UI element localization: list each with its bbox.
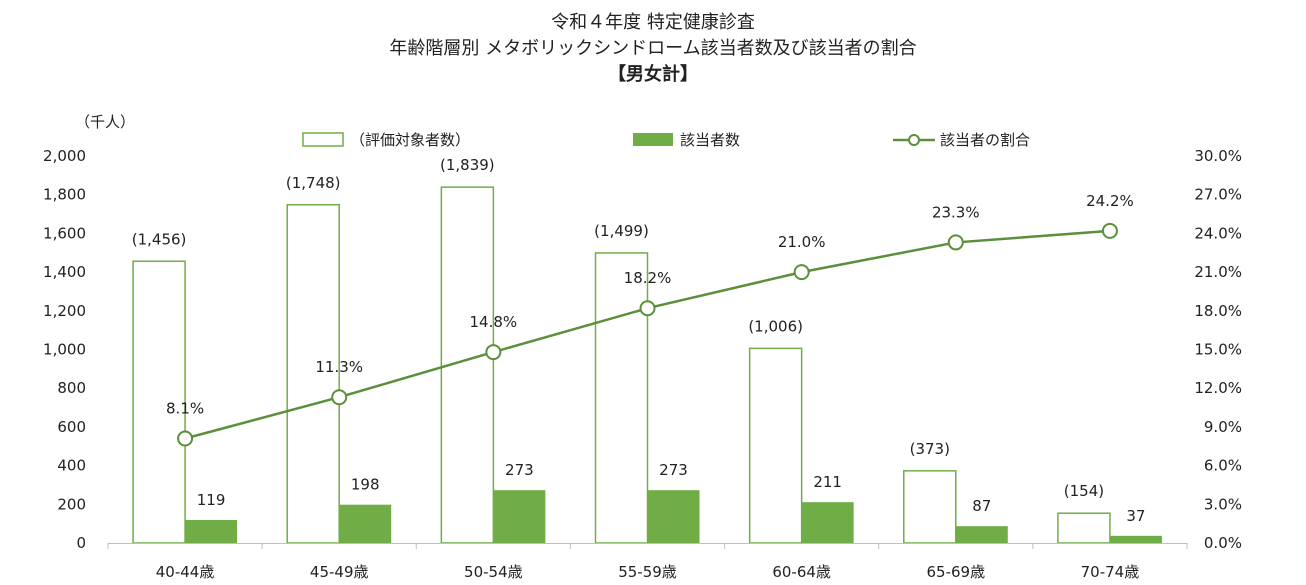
ratio-point	[639, 300, 656, 317]
y-left-tick-label: 400	[57, 457, 86, 475]
label-evaluated: (1,499)	[594, 222, 649, 240]
y-left-tick-label: 1,000	[43, 341, 86, 359]
y-left-tick-label: 600	[57, 418, 86, 436]
label-applicable: 273	[505, 461, 534, 479]
chart-title: 令和４年度 特定健康診査 年齢階層別 メタボリックシンドローム該当者数及び該当者…	[0, 10, 1306, 88]
y-right-tick-label: 21.0%	[1194, 263, 1242, 281]
y-right-tick-label: 30.0%	[1194, 147, 1242, 165]
title-line-1: 令和４年度 特定健康診査	[551, 12, 755, 33]
x-tick-label: 50-54歳	[464, 563, 523, 581]
label-evaluated: (1,456)	[132, 230, 187, 248]
ratio-label: 21.0%	[778, 233, 826, 251]
bars	[132, 186, 1162, 544]
ratio-line: 8.1% 11.3% 14.8% 18.2% 21.0% 23.3% 24.2%	[166, 192, 1134, 447]
legend-label-outline: （評価対象者数）	[350, 131, 470, 149]
x-axis: 40-44歳 45-49歳 50-54歳 55-59歳 60-64歳 65-69歳 70-7…	[107, 543, 1188, 581]
label-evaluated: (1,748)	[286, 174, 341, 192]
bar-evaluated	[903, 470, 957, 544]
bar-evaluated	[748, 347, 803, 544]
y-axis-right: 0.0% 3.0% 6.0% 9.0% 12.0% 15.0% 18.0% 21.0% 24.0…	[1194, 147, 1242, 552]
legend-swatch-filled	[633, 133, 673, 146]
legend: （評価対象者数） 該当者数 該当者の割合	[302, 131, 1030, 149]
label-evaluated: (1,839)	[440, 156, 495, 174]
y-left-tick-label: 800	[57, 379, 86, 397]
x-tick-label: 65-69歳	[926, 563, 985, 581]
y-left-tick-label: 1,600	[43, 224, 86, 242]
bar-applicable	[801, 502, 854, 543]
ratio-label: 23.3%	[932, 203, 980, 221]
y-left-tick-label: 1,200	[43, 302, 86, 320]
bar-applicable	[955, 526, 1008, 543]
legend-label-line: 該当者の割合	[940, 131, 1030, 149]
ratio-point	[793, 264, 810, 281]
label-evaluated: (373)	[910, 440, 950, 458]
legend-swatch-outline	[302, 132, 344, 147]
ratio-label: 18.2%	[624, 269, 672, 287]
x-tick-label: 70-74歳	[1081, 563, 1140, 581]
label-applicable: 87	[972, 497, 991, 515]
title-line-3: 【男女計】	[608, 64, 698, 85]
label-evaluated: (1,006)	[748, 317, 803, 335]
y-right-tick-label: 0.0%	[1204, 534, 1242, 552]
bar-applicable	[185, 519, 238, 543]
label-applicable: 198	[351, 476, 380, 494]
bar-evaluated	[1057, 512, 1111, 544]
y-right-tick-label: 9.0%	[1204, 418, 1242, 436]
y-left-tick-label: 200	[57, 495, 86, 513]
x-tick-label: 40-44歳	[156, 563, 215, 581]
bar-applicable	[647, 490, 700, 543]
y-right-tick-label: 18.0%	[1194, 302, 1242, 320]
ratio-label: 11.3%	[315, 358, 363, 376]
title-line-2: 年齢階層別 メタボリックシンドローム該当者数及び該当者の割合	[389, 38, 917, 59]
y-right-tick-label: 12.0%	[1194, 379, 1242, 397]
y-right-tick-label: 15.0%	[1194, 341, 1242, 359]
ratio-point	[947, 234, 964, 251]
legend-label-filled: 該当者数	[680, 131, 740, 149]
ratio-point	[485, 344, 502, 361]
bar-evaluated	[594, 252, 649, 544]
ratio-point	[331, 389, 348, 406]
y-left-tick-label: 1,800	[43, 186, 86, 204]
bar-evaluated	[286, 204, 340, 544]
ratio-label: 14.8%	[470, 313, 518, 331]
y-right-tick-label: 6.0%	[1204, 457, 1242, 475]
ratio-label: 8.1%	[166, 400, 204, 418]
y-right-tick-label: 27.0%	[1194, 186, 1242, 204]
legend-line-marker	[908, 134, 920, 146]
y-unit-label: （千人）	[75, 113, 135, 131]
label-applicable: 273	[659, 461, 688, 479]
label-applicable: 211	[813, 473, 842, 491]
label-applicable: 37	[1126, 507, 1145, 525]
x-tick-label: 55-59歳	[618, 563, 677, 581]
bar-applicable	[339, 504, 392, 543]
y-left-tick-label: 1,400	[43, 263, 86, 281]
ratio-label: 24.2%	[1086, 192, 1134, 210]
ratio-point	[177, 430, 194, 447]
bar-applicable	[1109, 535, 1162, 543]
y-left-tick-label: 2,000	[43, 147, 86, 165]
bar-applicable	[493, 490, 546, 543]
label-evaluated: (154)	[1064, 482, 1104, 500]
y-right-tick-label: 3.0%	[1204, 495, 1242, 513]
y-right-tick-label: 24.0%	[1194, 224, 1242, 242]
ratio-point	[1101, 222, 1118, 239]
label-applicable: 119	[197, 491, 226, 509]
y-left-tick-label: 0	[76, 534, 86, 552]
x-tick-label: 45-49歳	[310, 563, 369, 581]
y-axis-left: 0 200 400 600 800 1,000 1,200 1,400 1,600 1,800 2,…	[43, 147, 86, 552]
x-tick-label: 60-64歳	[772, 563, 831, 581]
bar-labels: (1,456) 119 (1,748) 198 (1,839) 273 (1,499) 273…	[132, 156, 1146, 525]
